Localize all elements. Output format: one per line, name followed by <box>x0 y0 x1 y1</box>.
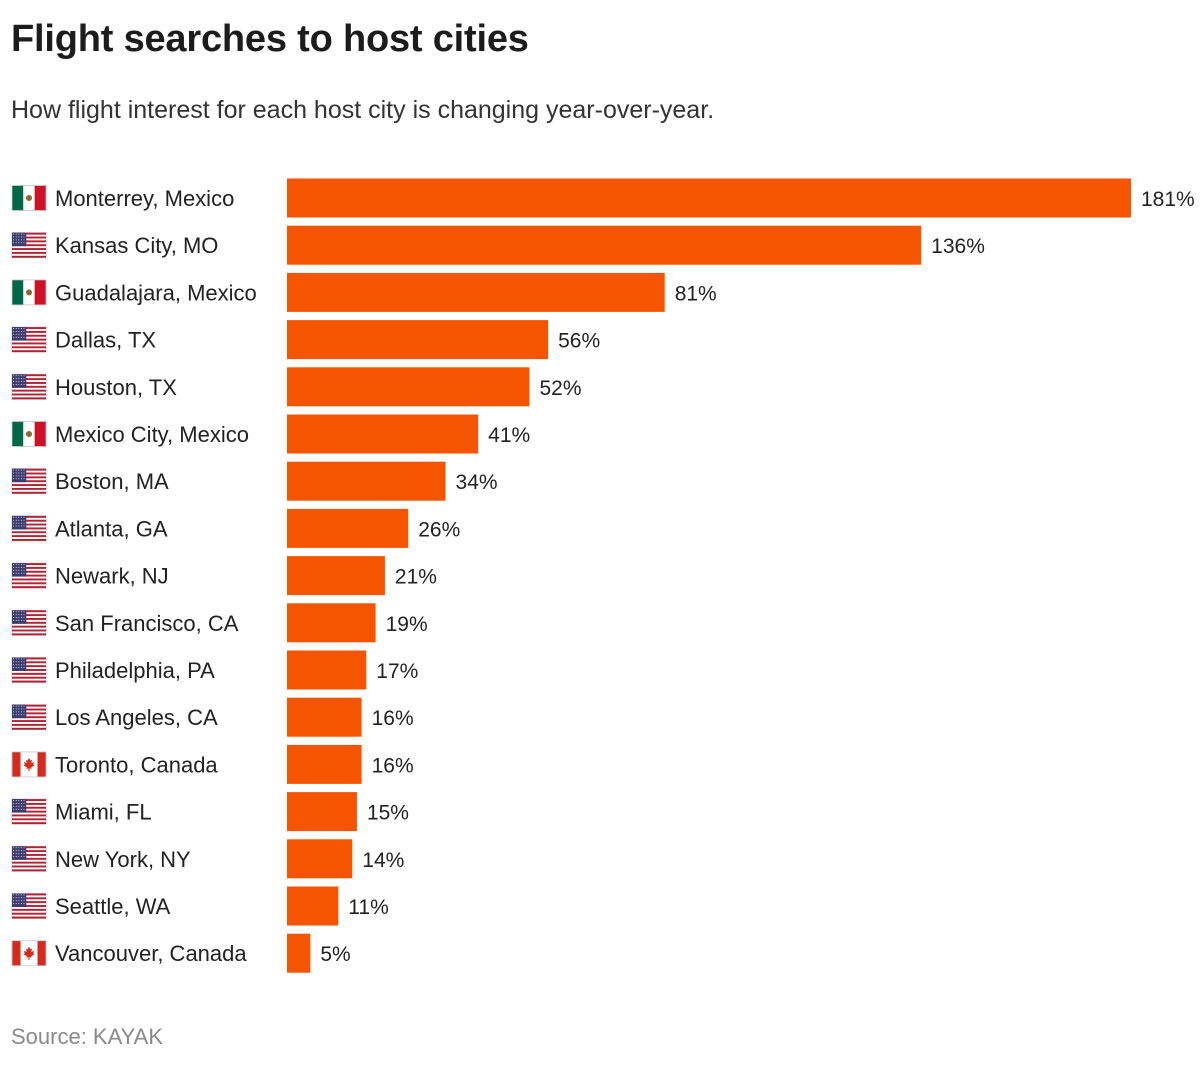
mexico-flag-icon <box>11 279 47 306</box>
usa-flag-icon <box>11 845 47 872</box>
category-label: Houston, TX <box>55 375 177 400</box>
category-label: San Francisco, CA <box>55 611 239 636</box>
value-label: 5% <box>320 943 350 966</box>
usa-flag-icon <box>11 893 47 919</box>
bar <box>287 461 446 501</box>
category-label: Los Angeles, CA <box>55 705 218 730</box>
usa-flag-icon <box>11 373 47 400</box>
bar-chart: Monterrey, Mexico 181% Kansas City, MO 136%… <box>11 178 1195 973</box>
usa-flag-icon <box>11 232 47 259</box>
bar <box>287 933 311 973</box>
category-label: Dallas, TX <box>55 328 156 353</box>
canada-flag-icon <box>11 751 47 778</box>
bar <box>287 272 665 312</box>
category-label: Mexico City, Mexico <box>55 422 249 447</box>
bar <box>287 178 1131 218</box>
category-label: Vancouver, Canada <box>55 941 247 966</box>
value-label: 81% <box>675 282 717 305</box>
value-label: 19% <box>386 613 428 636</box>
category-label: Toronto, Canada <box>55 752 218 777</box>
canada-flag-icon <box>11 940 47 967</box>
value-label: 181% <box>1141 188 1195 211</box>
value-label: 56% <box>558 330 600 353</box>
bar <box>287 414 479 454</box>
value-label: 17% <box>376 660 418 683</box>
usa-flag-icon <box>11 657 47 683</box>
usa-flag-icon <box>11 704 47 731</box>
usa-flag-icon <box>11 326 47 353</box>
value-label: 16% <box>372 754 414 777</box>
bar <box>287 650 367 690</box>
bar <box>287 556 385 596</box>
bar <box>287 603 376 643</box>
bar <box>287 508 409 548</box>
value-label: 41% <box>488 424 530 447</box>
value-label: 136% <box>931 235 985 258</box>
category-label: Atlanta, GA <box>55 516 168 541</box>
category-label: Monterrey, Mexico <box>55 186 234 211</box>
category-label: Kansas City, MO <box>55 233 218 258</box>
bar <box>287 792 357 832</box>
value-label: 15% <box>367 802 409 825</box>
usa-flag-icon <box>11 562 47 589</box>
value-label: 52% <box>539 377 581 400</box>
usa-flag-icon <box>11 468 47 495</box>
bar <box>287 320 549 360</box>
usa-flag-icon <box>11 609 47 636</box>
bar <box>287 886 339 926</box>
value-label: 16% <box>372 707 414 730</box>
source-note: Source: KAYAK <box>11 1024 164 1049</box>
bar <box>287 839 353 879</box>
bar <box>287 367 530 407</box>
usa-flag-icon <box>11 798 47 825</box>
bar <box>287 697 362 737</box>
category-label: Guadalajara, Mexico <box>55 280 257 305</box>
category-label: Philadelphia, PA <box>55 658 215 683</box>
category-label: New York, NY <box>55 847 191 872</box>
chart-title: Flight searches to host cities <box>11 18 529 60</box>
mexico-flag-icon <box>11 421 47 447</box>
value-label: 21% <box>395 566 437 589</box>
value-label: 14% <box>362 849 404 872</box>
bar <box>287 744 362 784</box>
category-label: Boston, MA <box>55 469 169 494</box>
value-label: 11% <box>348 896 388 919</box>
category-label: Newark, NJ <box>55 564 169 589</box>
category-label: Seattle, WA <box>55 894 171 919</box>
bar <box>287 225 922 265</box>
usa-flag-icon <box>11 515 47 542</box>
category-label: Miami, FL <box>55 800 152 825</box>
value-label: 26% <box>418 518 460 541</box>
mexico-flag-icon <box>11 185 47 211</box>
chart-subtitle: How flight interest for each host city i… <box>11 96 715 124</box>
value-label: 34% <box>456 471 498 494</box>
